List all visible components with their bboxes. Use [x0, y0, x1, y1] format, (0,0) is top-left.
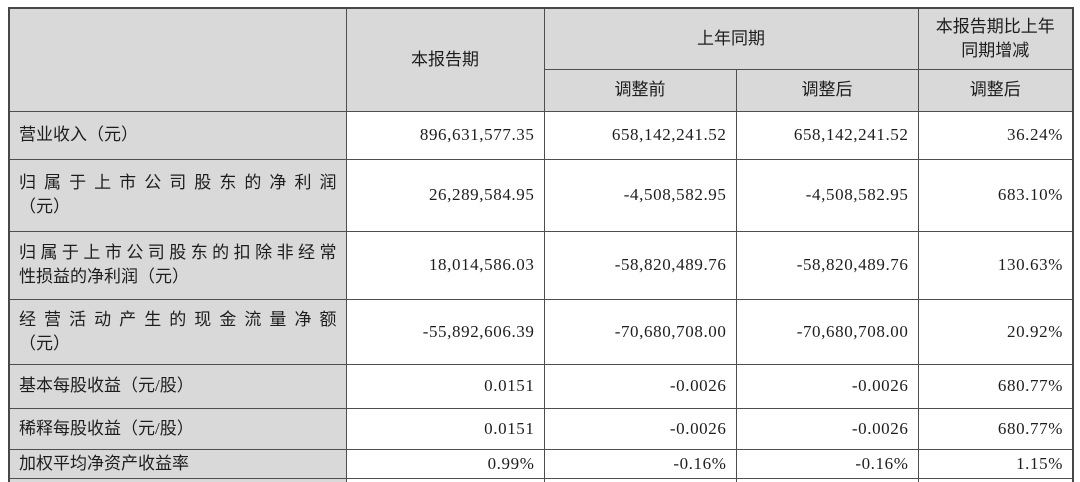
row-label-cell: 稀释每股收益（元/股） [8, 407, 347, 450]
row-label-cell: 营业收入（元） [8, 110, 347, 160]
change-after-adjust-header: 调整后 [917, 68, 1074, 112]
table-row: 加权平均净资产收益率 0.99% -0.16% -0.16% 1.15% [8, 448, 1074, 479]
current-period-cell: 0.0151 [345, 363, 545, 409]
prior-after-cell: -70,680,708.00 [735, 298, 919, 365]
current-period-cell: -55,892,606.39 [345, 298, 545, 365]
prior-period-group-header: 上年同期 [543, 7, 919, 70]
financial-summary-table: 本报告期 上年同期 本报告期比上年同期增减 调整前 调整后 调整后 营业收入（元… [8, 7, 1074, 482]
prior-before-cell [543, 477, 737, 482]
change-cell: 20.92% [917, 298, 1074, 365]
row-label-line1: 经营活动产生的现金流量净额 [19, 309, 337, 329]
prior-after-cell: -0.0026 [735, 407, 919, 450]
row-label-cell: 基本每股收益（元/股） [8, 363, 347, 409]
prior-before-cell: -0.0026 [543, 363, 737, 409]
prior-after-cell: -58,820,489.76 [735, 230, 919, 300]
change-cell: 130.63% [917, 230, 1074, 300]
current-period-header: 本报告期 [345, 7, 545, 112]
prior-before-cell: -0.0026 [543, 407, 737, 450]
change-cell: 680.77% [917, 363, 1074, 409]
current-period-cell [345, 477, 545, 482]
current-period-cell: 18,014,586.03 [345, 230, 545, 300]
row-label-cell: 归属于上市公司股东的扣除非经常 性损益的净利润（元） [8, 230, 347, 300]
prior-after-cell: -4,508,582.95 [735, 158, 919, 232]
prior-after-cell: -0.0026 [735, 363, 919, 409]
header-row-1: 本报告期 上年同期 本报告期比上年同期增减 [8, 7, 1074, 112]
header-row-2: 调整前 调整后 调整后 [9, 68, 1074, 112]
change-cell [917, 477, 1074, 482]
current-period-cell: 896,631,577.35 [345, 110, 545, 160]
prior-before-cell: -4,508,582.95 [543, 158, 737, 232]
row-label-line2: （元） [19, 333, 70, 353]
cropped-next-row [8, 477, 1074, 482]
table-row: 稀释每股收益（元/股） 0.0151 -0.0026 -0.0026 680.7… [8, 407, 1074, 450]
table-row: 基本每股收益（元/股） 0.0151 -0.0026 -0.0026 680.7… [8, 363, 1074, 409]
prior-after-cell: 658,142,241.52 [735, 110, 919, 160]
row-label-line1: 归属于上市公司股东的扣除非经常 [19, 243, 337, 262]
prior-before-cell: 658,142,241.52 [543, 110, 737, 160]
prior-after-adjust-header: 调整后 [735, 68, 919, 112]
current-period-cell: 0.0151 [345, 407, 545, 450]
table-row: 归属于上市公司股东的扣除非经常 性损益的净利润（元） 18,014,586.03… [8, 230, 1074, 300]
row-label-line2: （元） [19, 197, 70, 216]
metric-column-header [8, 7, 347, 112]
row-label-line1: 归属于上市公司股东的净利润 [19, 173, 337, 192]
prior-before-cell: -58,820,489.76 [543, 230, 737, 300]
row-label-cell: 经营活动产生的现金流量净额 （元） [8, 298, 347, 365]
change-vs-prior-header: 本报告期比上年同期增减 [917, 7, 1074, 70]
row-label-line2: 稀释每股收益（元/股） [19, 418, 194, 438]
row-label-line2: 性损益的净利润（元） [19, 267, 189, 286]
table-row: 归属于上市公司股东的净利润 （元） 26,289,584.95 -4,508,5… [8, 158, 1074, 232]
row-label-line2: 基本每股收益（元/股） [19, 376, 194, 395]
prior-before-cell: -0.16% [543, 448, 737, 479]
change-cell: 683.10% [917, 158, 1074, 232]
prior-after-cell [735, 477, 919, 482]
row-label-line2: 加权平均净资产收益率 [19, 453, 189, 473]
change-cell: 680.77% [917, 407, 1074, 450]
current-period-cell: 26,289,584.95 [345, 158, 545, 232]
prior-before-adjust-header: 调整前 [543, 68, 737, 112]
current-period-cell: 0.99% [345, 448, 545, 479]
table-row: 经营活动产生的现金流量净额 （元） -55,892,606.39 -70,680… [8, 298, 1074, 365]
prior-after-cell: -0.16% [735, 448, 919, 479]
prior-before-cell: -70,680,708.00 [543, 298, 737, 365]
table-row: 营业收入（元） 896,631,577.35 658,142,241.52 65… [8, 110, 1074, 160]
change-cell: 36.24% [917, 110, 1074, 160]
row-label-cell [8, 477, 347, 482]
row-label-line2: 营业收入（元） [19, 125, 138, 144]
row-label-cell: 归属于上市公司股东的净利润 （元） [8, 158, 347, 232]
change-cell: 1.15% [917, 448, 1074, 479]
row-label-cell: 加权平均净资产收益率 [8, 448, 347, 479]
